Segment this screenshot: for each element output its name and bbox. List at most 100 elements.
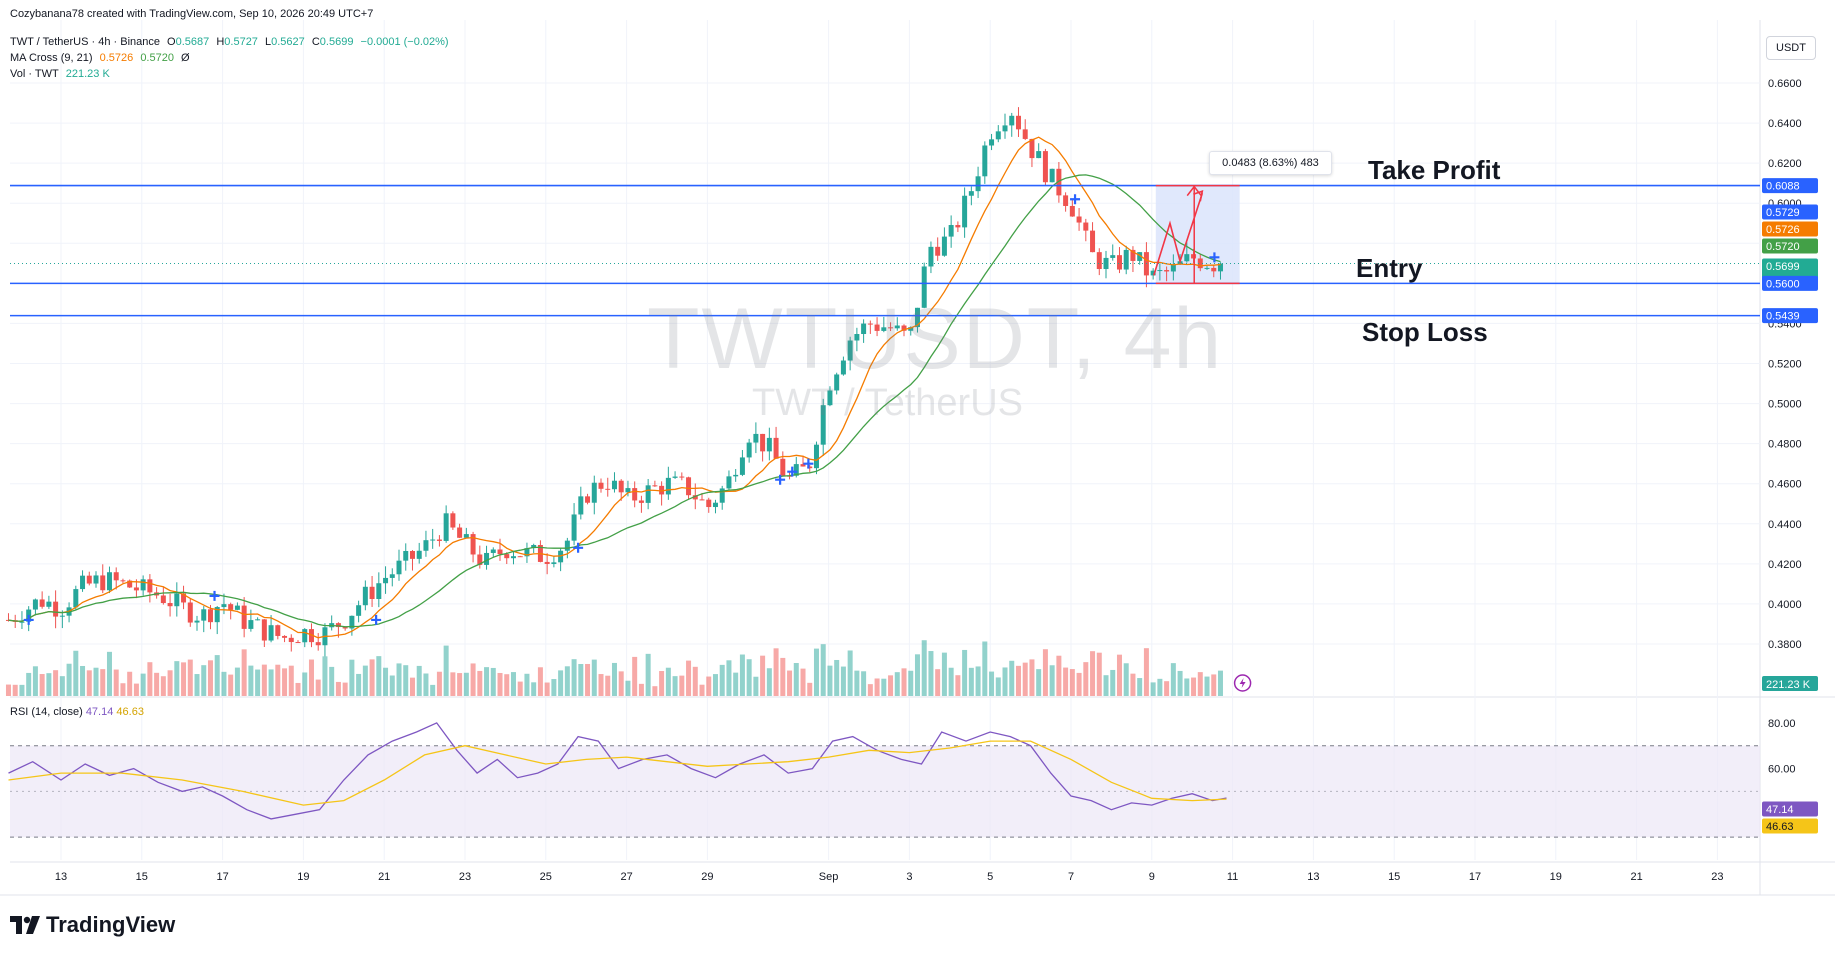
candle-body	[793, 464, 799, 476]
volume-bar	[605, 675, 611, 696]
volume-bar	[362, 665, 368, 696]
candle-body	[921, 266, 927, 308]
volume-bar	[1076, 672, 1082, 696]
volume-bar	[1036, 669, 1042, 696]
volume-bar	[524, 673, 530, 696]
volume-bar	[719, 664, 725, 696]
time-tick-label: 19	[1550, 871, 1562, 883]
time-tick-label: 21	[378, 871, 390, 883]
volume-bar	[1184, 678, 1190, 696]
volume-bar	[874, 678, 880, 696]
volume-bar	[167, 670, 173, 696]
time-tick-label: 19	[297, 871, 309, 883]
volume-bar	[1130, 673, 1136, 696]
volume-bar	[578, 664, 584, 696]
volume-bar	[854, 670, 860, 696]
volume-bar	[160, 676, 166, 696]
candle-body	[207, 609, 213, 623]
candle-body	[349, 615, 355, 629]
ma-cross-marker	[371, 614, 382, 625]
volume-bar	[308, 659, 314, 696]
candle-body	[100, 575, 106, 591]
volume-bar	[1009, 660, 1015, 696]
volume-bar	[813, 648, 819, 696]
tradingview-logo[interactable]: TradingView	[10, 912, 175, 938]
volume-bar	[389, 675, 395, 696]
volume-bar	[140, 673, 146, 696]
time-tick-label: 13	[1307, 871, 1319, 883]
volume-bar	[1029, 659, 1035, 696]
candle-body	[712, 502, 718, 508]
candle-body	[450, 513, 456, 528]
candle-body	[477, 554, 483, 565]
take-profit-label[interactable]: Take Profit	[1368, 155, 1501, 185]
candle-body	[369, 586, 375, 600]
volume-bars	[5, 640, 1223, 696]
volume-bar	[234, 667, 240, 696]
candle-body	[652, 485, 658, 487]
volume-bar	[638, 683, 644, 696]
candle-body	[733, 474, 739, 477]
volume-title[interactable]: Vol · TWT	[10, 68, 59, 80]
volume-bar	[753, 676, 759, 696]
volume-bar	[793, 663, 799, 696]
candle-body	[813, 444, 819, 469]
volume-bar	[652, 686, 658, 696]
candle-body	[282, 635, 288, 638]
volume-bar	[282, 668, 288, 696]
candle-body	[53, 601, 59, 617]
candle-body	[228, 604, 234, 610]
volume-bar	[1056, 655, 1062, 696]
volume-bar	[342, 682, 348, 696]
candle-body	[261, 619, 267, 641]
entry-label[interactable]: Entry	[1356, 253, 1423, 283]
volume-bar	[490, 667, 496, 696]
volume-bar	[537, 667, 543, 696]
candle-body	[564, 540, 570, 551]
candle-body	[773, 437, 779, 459]
volume-bar	[1110, 669, 1116, 696]
volume-bar	[867, 684, 873, 696]
price-tick-label: 0.4600	[1768, 479, 1802, 491]
symbol-title[interactable]: TWT / TetherUS · 4h · Binance	[10, 36, 160, 48]
volume-bar	[147, 662, 153, 696]
candle-body	[133, 587, 139, 591]
price-badge	[1762, 221, 1818, 237]
candle-body	[275, 625, 281, 636]
ma-cross-marker	[803, 458, 814, 469]
volume-bar	[1002, 667, 1008, 696]
volume-bar	[598, 674, 604, 696]
ma-cross-marker	[1209, 252, 1220, 263]
time-tick-label: 15	[136, 871, 148, 883]
candle-body	[686, 477, 692, 496]
volume-bar	[692, 666, 698, 696]
rsi-title[interactable]: RSI (14, close)	[10, 706, 83, 718]
candle-body	[706, 499, 712, 508]
candle-body	[430, 539, 436, 541]
volume-bar	[1063, 667, 1069, 696]
candle-body	[995, 131, 1001, 140]
candle-body	[834, 374, 840, 391]
volume-bar	[894, 672, 900, 696]
ma-cross-marker	[209, 590, 220, 601]
candle-body	[234, 605, 240, 610]
volume-bar	[571, 659, 577, 696]
ma-cross-title[interactable]: MA Cross (9, 21)	[10, 52, 93, 64]
currency-button[interactable]: USDT	[1766, 36, 1816, 60]
volume-bar	[585, 663, 591, 696]
volume-bar	[477, 670, 483, 696]
price-tick-label: 0.4200	[1768, 559, 1802, 571]
rsi-badge-label: 47.14	[1766, 804, 1794, 816]
price-badge-label: 0.5699	[1766, 261, 1800, 273]
candle-body	[531, 544, 537, 549]
candle-body	[726, 476, 732, 489]
volume-bar	[551, 679, 557, 696]
stop-loss-label[interactable]: Stop Loss	[1362, 317, 1488, 347]
volume-bar	[443, 645, 449, 696]
volume-bar	[544, 682, 550, 696]
volume-bar	[73, 650, 79, 696]
candle-body	[342, 627, 348, 629]
volume-legend: Vol · TWT 221.23 K	[10, 68, 114, 80]
rsi-badge-label: 46.63	[1766, 821, 1794, 833]
